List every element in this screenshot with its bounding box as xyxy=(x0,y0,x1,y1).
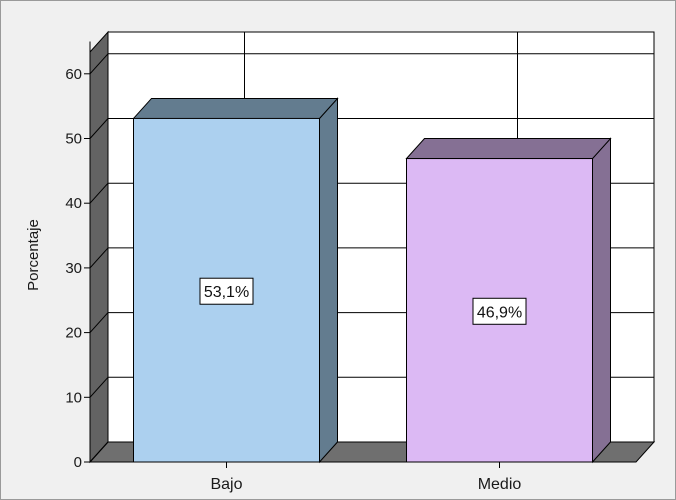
data-label: 46,9% xyxy=(477,304,522,321)
data-label-box xyxy=(199,277,254,305)
y-tick-label: 40 xyxy=(65,195,82,212)
labels: 0 10 20 30 40 50 60 53,1% Bajo 46,9% Medio xyxy=(65,66,527,493)
y-tick-label: 50 xyxy=(65,131,82,148)
y-tick-label: 0 xyxy=(74,454,82,471)
y-tick-label: 30 xyxy=(65,260,82,277)
wall-gridline xyxy=(89,312,109,333)
wall-gridline xyxy=(89,118,109,139)
bar-side xyxy=(319,97,338,464)
wall-gridline xyxy=(89,53,109,75)
bar-top xyxy=(405,138,612,160)
y-tick-label: 20 xyxy=(65,325,82,342)
left-wall xyxy=(89,30,109,464)
bar-top xyxy=(132,97,339,119)
y-tick-label: 10 xyxy=(65,389,82,406)
wall-gridline xyxy=(89,182,109,204)
data-label: 53,1% xyxy=(204,284,249,301)
wall-gridline xyxy=(89,376,109,398)
data-label-box xyxy=(472,297,527,325)
x-tick-label: Bajo xyxy=(210,476,242,493)
wall-gridline xyxy=(89,247,109,269)
y-tick-label: 60 xyxy=(65,66,82,83)
wall-gridline xyxy=(89,441,109,463)
y-axis-title: Porcentaje xyxy=(25,219,42,291)
x-tick-label: Medio xyxy=(478,476,522,493)
bar-side xyxy=(592,137,611,464)
